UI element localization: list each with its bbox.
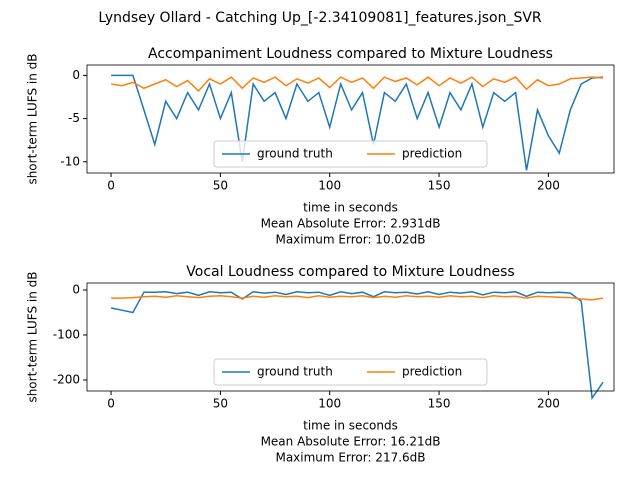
legend-label: ground truth — [257, 365, 333, 379]
series-line — [111, 74, 604, 171]
series-line — [111, 295, 604, 301]
plot-title: Accompaniment Loudness compared to Mixtu… — [148, 46, 553, 62]
plot-frame — [86, 282, 615, 392]
x-tick-label: 150 — [428, 397, 451, 411]
y-tick-label: -5 — [68, 111, 80, 125]
x-tick-label: 200 — [537, 179, 560, 193]
legend-label: prediction — [402, 147, 462, 161]
series-line — [110, 76, 604, 92]
error-note: Maximum Error: 217.6dB — [275, 451, 425, 465]
legend: ground truth prediction — [213, 140, 488, 168]
x-tick-label: 50 — [213, 179, 228, 193]
x-tick-label: 0 — [107, 397, 115, 411]
plot-frame — [86, 64, 615, 174]
x-tick-label: 200 — [537, 397, 560, 411]
y-tick-label: -10 — [60, 154, 80, 168]
y-axis-label: short-term LUFS in dB — [26, 271, 40, 402]
x-tick-label: 50 — [213, 397, 228, 411]
x-tick-label: 100 — [318, 397, 341, 411]
x-tick-label: 0 — [107, 179, 115, 193]
y-tick-label: -100 — [53, 327, 80, 341]
error-note: Maximum Error: 10.02dB — [275, 233, 425, 247]
legend-label: prediction — [402, 365, 462, 379]
legend-label: ground truth — [257, 147, 333, 161]
x-tick-label: 150 — [428, 179, 451, 193]
legend-box — [213, 140, 488, 168]
y-tick-label: 0 — [72, 282, 80, 296]
x-axis-label: time in seconds — [303, 201, 398, 215]
error-note: Mean Absolute Error: 16.21dB — [261, 435, 441, 449]
error-note: Mean Absolute Error: 2.931dB — [261, 217, 441, 231]
x-axis-label: time in seconds — [303, 419, 398, 433]
y-axis-label: short-term LUFS in dB — [26, 53, 40, 184]
figure-title: Lyndsey Ollard - Catching Up_[-2.3410908… — [98, 10, 542, 26]
legend-box — [213, 358, 488, 386]
x-tick-label: 100 — [318, 179, 341, 193]
legend: ground truth prediction — [213, 358, 488, 386]
series-line — [110, 291, 604, 401]
y-tick-label: -200 — [53, 372, 80, 386]
plot-title: Vocal Loudness compared to Mixture Loudn… — [186, 264, 514, 280]
y-tick-label: 0 — [72, 68, 80, 82]
